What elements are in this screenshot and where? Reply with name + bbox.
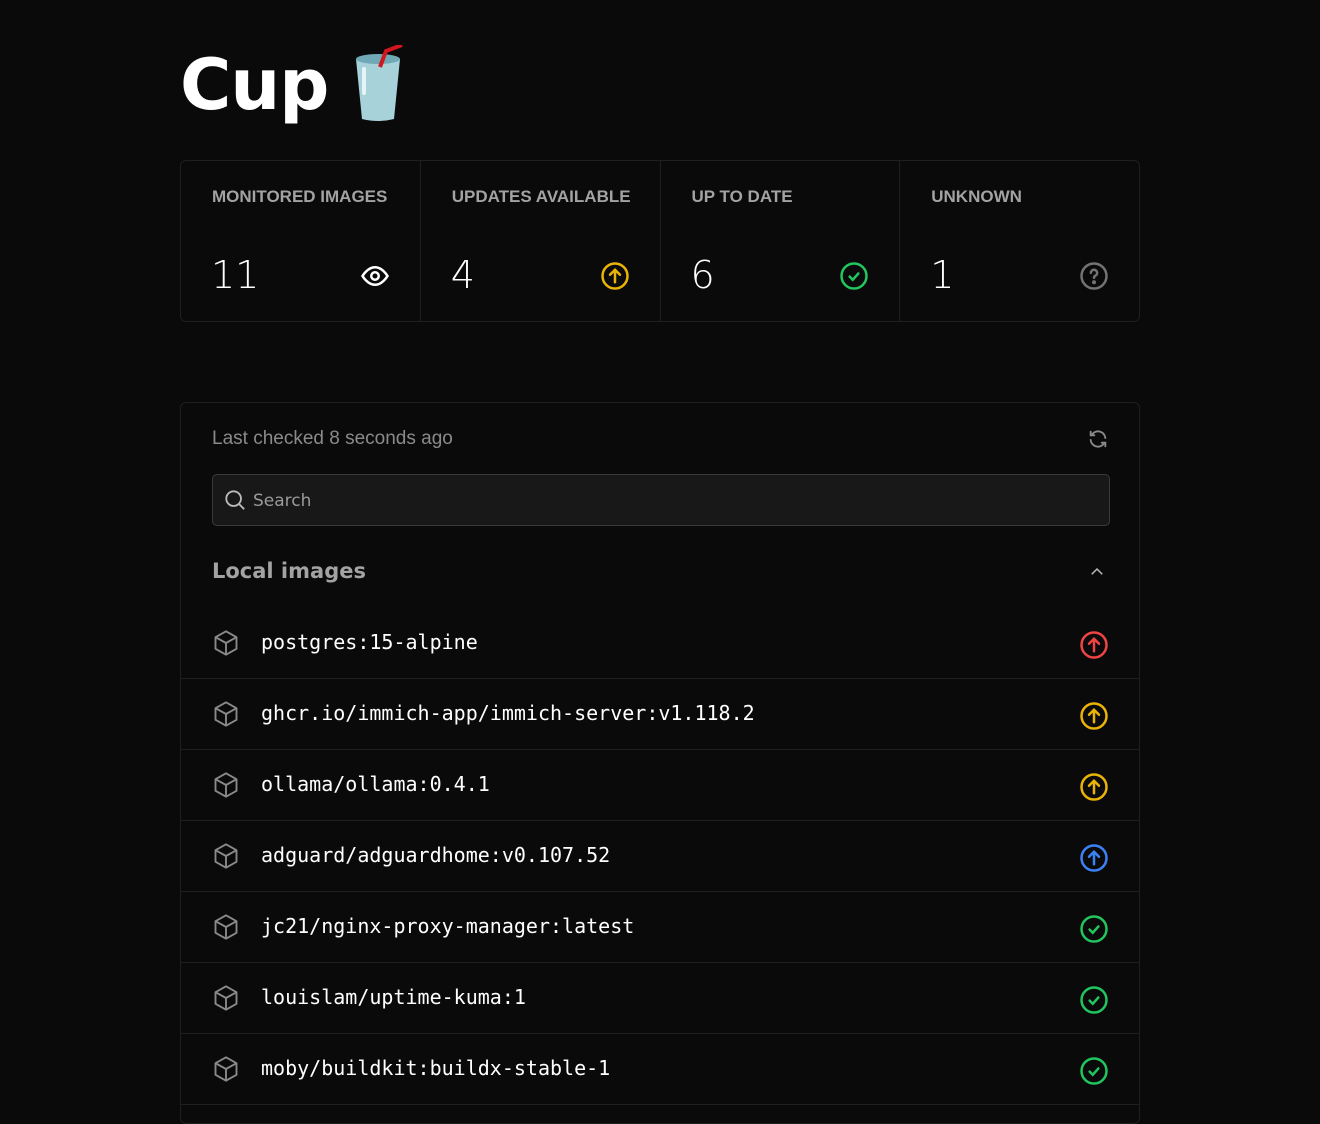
stat-label: UPDATES AVAILABLE (451, 187, 631, 206)
eye-icon (360, 265, 389, 287)
chevron-up-icon[interactable] (1088, 563, 1106, 581)
image-name: ollama/ollama:0.4.1 (261, 772, 490, 796)
stat-value: 4 (450, 253, 475, 297)
image-name: moby/buildkit:buildx-stable-1 (261, 1056, 611, 1080)
cup-logo-icon (356, 45, 404, 121)
stat-value: 1 (930, 253, 955, 297)
box-icon (214, 630, 238, 656)
check-circle-icon (1080, 986, 1108, 1014)
stat-value: 11 (211, 253, 260, 297)
image-name: adguard/adguardhome:v0.107.52 (261, 843, 611, 867)
status-indicator (1079, 701, 1109, 735)
image-name: louislam/uptime-kuma:1 (261, 985, 526, 1009)
last-checked-text: Last checked 8 seconds ago (212, 428, 453, 449)
box-icon (214, 843, 238, 869)
header: Cup (180, 40, 408, 130)
box-icon (214, 772, 238, 798)
box-icon (214, 914, 238, 940)
arrow-up-circle-icon (1080, 631, 1108, 659)
arrow-up-circle-icon (1080, 702, 1108, 730)
image-row[interactable]: moby/buildkit:buildx-stable-1 (181, 1034, 1139, 1105)
check-circle-icon (840, 262, 868, 290)
image-row[interactable]: postgres:15-alpine (181, 608, 1139, 679)
question-circle-icon (1080, 262, 1108, 290)
image-row[interactable]: ghcr.io/immich-app/immich-server:v1.118.… (181, 679, 1139, 750)
stat-label: UP TO DATE (691, 187, 793, 206)
search-field (212, 474, 1110, 527)
stat-label: UNKNOWN (931, 187, 1022, 206)
status-indicator (1079, 843, 1109, 877)
stats-panel: MONITORED IMAGES 11 UPDATES AVAILABLE 4 UP T… (180, 160, 1140, 322)
stat-card: UP TO DATE 6 (661, 161, 901, 321)
status-indicator (1079, 630, 1109, 664)
refresh-icon[interactable] (1087, 428, 1109, 450)
search-input[interactable] (251, 475, 1095, 527)
image-list: postgres:15-alpine ghcr.io/immich-app/imm… (181, 608, 1139, 1105)
box-icon (214, 1056, 238, 1082)
stat-card: UNKNOWN 1 (900, 161, 1139, 321)
images-panel: Last checked 8 seconds ago Local images … (180, 402, 1140, 1124)
stat-value: 6 (690, 253, 715, 297)
stat-label: MONITORED IMAGES (212, 187, 388, 206)
image-name: ghcr.io/immich-app/immich-server:v1.118.… (261, 701, 755, 725)
status-indicator (1079, 1056, 1109, 1090)
image-row[interactable]: louislam/uptime-kuma:1 (181, 963, 1139, 1034)
image-name: jc21/nginx-proxy-manager:latest (261, 914, 635, 938)
search-icon (225, 490, 245, 510)
status-indicator (1079, 914, 1109, 948)
image-row[interactable]: jc21/nginx-proxy-manager:latest (181, 892, 1139, 963)
check-circle-icon (1080, 915, 1108, 943)
check-circle-icon (1080, 1057, 1108, 1085)
arrow-up-circle-icon (1080, 844, 1108, 872)
arrow-up-circle-icon (600, 262, 629, 290)
image-row[interactable]: ollama/ollama:0.4.1 (181, 750, 1139, 821)
app-title: Cup (180, 44, 329, 126)
image-name: postgres:15-alpine (261, 630, 478, 654)
section-title: Local images (212, 559, 366, 583)
box-icon (214, 985, 238, 1011)
arrow-up-circle-icon (1080, 773, 1108, 801)
status-indicator (1079, 985, 1109, 1019)
status-indicator (1079, 772, 1109, 806)
stat-card: UPDATES AVAILABLE 4 (421, 161, 661, 321)
image-row[interactable]: adguard/adguardhome:v0.107.52 (181, 821, 1139, 892)
box-icon (214, 701, 238, 727)
stat-card: MONITORED IMAGES 11 (181, 161, 421, 321)
